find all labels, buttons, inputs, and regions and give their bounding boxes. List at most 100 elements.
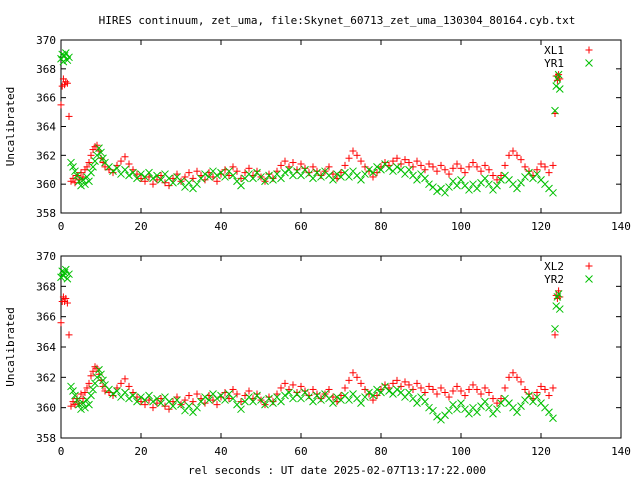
data-point — [75, 400, 83, 409]
data-point — [333, 170, 341, 178]
x-axis-label: rel seconds : UT date 2025-02-07T13:17:2… — [188, 464, 486, 477]
x-tick-label: 80 — [374, 220, 387, 233]
data-point — [369, 396, 377, 404]
data-point — [87, 372, 95, 380]
data-point — [157, 399, 165, 407]
data-point — [181, 173, 189, 181]
data-point — [329, 175, 337, 184]
data-point — [201, 170, 209, 178]
data-point — [99, 376, 107, 385]
data-point — [75, 177, 83, 186]
y-axis-label: Uncalibrated — [4, 87, 17, 166]
data-point — [441, 389, 449, 396]
y-tick-label: 366 — [36, 311, 56, 324]
data-point — [129, 168, 137, 177]
data-point — [533, 170, 541, 178]
data-point — [125, 171, 133, 180]
data-point — [67, 382, 75, 391]
data-point — [165, 182, 173, 190]
data-point — [269, 398, 277, 406]
data-point — [493, 405, 501, 414]
data-point — [113, 164, 121, 173]
data-point — [521, 163, 529, 171]
data-point — [213, 394, 221, 403]
y-tick-label: 364 — [36, 121, 56, 134]
data-point — [549, 161, 557, 169]
data-point — [445, 393, 453, 401]
data-point — [65, 53, 73, 62]
data-point — [141, 177, 149, 185]
data-point — [89, 367, 97, 375]
series-XL1 — [57, 71, 564, 190]
data-point — [373, 385, 381, 394]
data-point — [393, 385, 401, 394]
data-point — [357, 175, 365, 184]
data-point — [413, 399, 421, 407]
data-point — [99, 154, 107, 163]
data-point — [157, 175, 165, 184]
data-point — [473, 385, 481, 393]
data-point — [193, 403, 201, 412]
data-point — [493, 399, 501, 407]
data-point — [85, 379, 93, 387]
data-point — [553, 75, 562, 83]
data-point — [373, 169, 381, 177]
data-point — [545, 408, 553, 417]
data-point — [453, 160, 461, 168]
data-point — [401, 156, 409, 164]
y-tick-label: 358 — [36, 207, 56, 220]
data-point — [469, 381, 477, 389]
data-point — [345, 154, 353, 162]
data-point — [177, 177, 185, 186]
bottom-plot: 0 20 40 60 80 100 120 140 358 360 362 364 366 368 370 U… — [4, 250, 631, 458]
data-point — [393, 376, 401, 384]
series-YR2 — [57, 265, 564, 424]
data-point — [433, 187, 441, 196]
x-tick-label: 0 — [58, 445, 65, 458]
data-point — [245, 164, 253, 172]
data-point — [65, 331, 73, 339]
data-point — [405, 165, 413, 174]
data-point — [67, 158, 75, 167]
data-point — [95, 144, 103, 152]
x-tick-label: 0 — [58, 220, 65, 233]
data-point — [69, 387, 77, 395]
data-point — [417, 384, 425, 392]
data-point — [185, 392, 193, 400]
data-point — [433, 390, 441, 398]
data-point — [113, 387, 121, 395]
data-point — [361, 163, 369, 171]
data-point — [69, 174, 77, 182]
data-point — [91, 379, 99, 388]
data-point — [109, 390, 117, 398]
x-tick-label: 20 — [134, 445, 147, 458]
data-point — [81, 403, 89, 412]
y-tick-label: 370 — [36, 34, 56, 47]
data-point — [193, 390, 201, 398]
data-point — [309, 174, 317, 183]
data-point — [437, 384, 445, 392]
data-point — [309, 163, 317, 171]
data-point — [221, 173, 229, 181]
data-point — [341, 384, 349, 392]
data-point — [517, 378, 525, 386]
data-point — [93, 373, 101, 382]
data-point — [461, 169, 469, 177]
data-point — [445, 406, 453, 415]
y-tick-label: 360 — [36, 178, 56, 191]
data-point — [453, 382, 461, 390]
x-tick-label: 40 — [214, 445, 227, 458]
data-point — [253, 390, 261, 398]
data-point — [305, 392, 313, 400]
data-point — [457, 164, 465, 172]
data-point — [289, 381, 297, 389]
data-point — [87, 151, 95, 159]
data-point — [285, 165, 293, 174]
x-tick-label: 60 — [294, 220, 307, 233]
data-point — [79, 175, 87, 184]
legend-marker — [585, 262, 593, 270]
data-point — [549, 414, 557, 423]
x-tick-label: 120 — [531, 445, 551, 458]
data-point — [509, 147, 517, 155]
